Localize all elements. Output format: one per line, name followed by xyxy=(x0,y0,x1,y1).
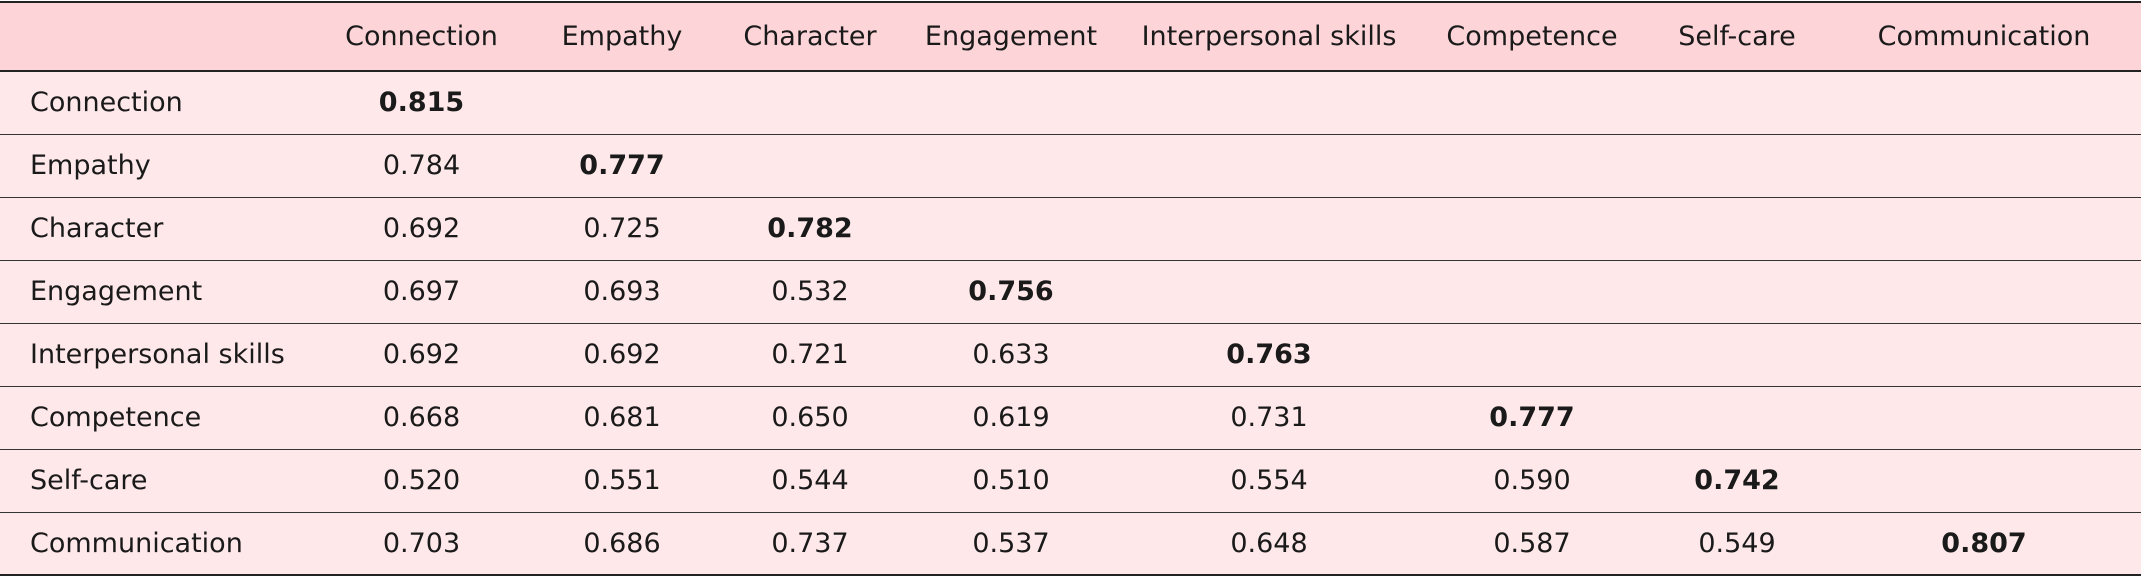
table-cell: 0.692 xyxy=(318,323,525,387)
table-cell xyxy=(719,71,901,135)
table-cell: 0.554 xyxy=(1121,449,1417,513)
table-row: Self-care 0.520 0.551 0.544 0.510 0.554 0.590 0… xyxy=(0,449,2141,513)
row-label: Character xyxy=(0,197,318,261)
table-cell: 0.693 xyxy=(525,260,719,324)
table-cell xyxy=(1827,323,2141,387)
table-cell xyxy=(1827,197,2141,261)
table-cell: 0.619 xyxy=(901,386,1121,450)
header-corner xyxy=(0,1,318,72)
table-cell xyxy=(1121,71,1417,135)
column-header-connection: Connection xyxy=(318,1,525,72)
table-cell xyxy=(1827,386,2141,450)
table-cell xyxy=(1121,197,1417,261)
diagonal-cell: 0.763 xyxy=(1121,323,1417,387)
table-row: Engagement 0.697 0.693 0.532 0.756 xyxy=(0,260,2141,324)
column-header-interpersonal-skills: Interpersonal skills xyxy=(1121,1,1417,72)
table-body: Connection 0.815 Empathy 0.784 0.777 Characte… xyxy=(0,71,2141,576)
table-cell: 0.549 xyxy=(1647,512,1827,576)
row-label: Self-care xyxy=(0,449,318,513)
table-row: Competence 0.668 0.681 0.650 0.619 0.731 0.777 xyxy=(0,386,2141,450)
table-cell: 0.648 xyxy=(1121,512,1417,576)
diagonal-cell: 0.777 xyxy=(525,134,719,198)
table-cell: 0.725 xyxy=(525,197,719,261)
table-row: Interpersonal skills 0.692 0.692 0.721 0.633… xyxy=(0,323,2141,387)
table-cell xyxy=(1647,71,1827,135)
diagonal-cell: 0.742 xyxy=(1647,449,1827,513)
table-cell xyxy=(901,71,1121,135)
table-cell xyxy=(1647,323,1827,387)
table-row: Connection 0.815 xyxy=(0,71,2141,135)
column-header-character: Character xyxy=(719,1,901,72)
table-cell xyxy=(1647,197,1827,261)
table-cell: 0.703 xyxy=(318,512,525,576)
table-cell: 0.510 xyxy=(901,449,1121,513)
column-header-competence: Competence xyxy=(1417,1,1647,72)
diagonal-cell: 0.807 xyxy=(1827,512,2141,576)
table-cell: 0.737 xyxy=(719,512,901,576)
diagonal-cell: 0.815 xyxy=(318,71,525,135)
diagonal-cell: 0.777 xyxy=(1417,386,1647,450)
row-label: Interpersonal skills xyxy=(0,323,318,387)
table-cell: 0.537 xyxy=(901,512,1121,576)
column-header-communication: Communication xyxy=(1827,1,2141,72)
table-header: Connection Empathy Character Engagement … xyxy=(0,1,2141,72)
table-cell xyxy=(719,134,901,198)
table-cell xyxy=(1647,260,1827,324)
row-label: Engagement xyxy=(0,260,318,324)
table-row: Empathy 0.784 0.777 xyxy=(0,134,2141,198)
table-cell: 0.520 xyxy=(318,449,525,513)
row-label: Competence xyxy=(0,386,318,450)
table-row: Communication 0.703 0.686 0.737 0.537 0.648 0.… xyxy=(0,512,2141,576)
header-row: Connection Empathy Character Engagement … xyxy=(0,1,2141,72)
diagonal-cell: 0.782 xyxy=(719,197,901,261)
table-cell: 0.551 xyxy=(525,449,719,513)
row-label: Communication xyxy=(0,512,318,576)
table-cell: 0.692 xyxy=(318,197,525,261)
row-label: Connection xyxy=(0,71,318,135)
table-cell: 0.721 xyxy=(719,323,901,387)
table-cell xyxy=(1827,134,2141,198)
table-cell xyxy=(1417,71,1647,135)
table-cell xyxy=(1827,449,2141,513)
table-cell xyxy=(525,71,719,135)
table-row: Character 0.692 0.725 0.782 xyxy=(0,197,2141,261)
column-header-empathy: Empathy xyxy=(525,1,719,72)
table-cell: 0.532 xyxy=(719,260,901,324)
column-header-self-care: Self-care xyxy=(1647,1,1827,72)
table-cell: 0.697 xyxy=(318,260,525,324)
table-cell: 0.650 xyxy=(719,386,901,450)
table-cell xyxy=(1647,386,1827,450)
table-cell xyxy=(1417,197,1647,261)
table-cell xyxy=(901,197,1121,261)
table-cell xyxy=(1417,260,1647,324)
column-header-engagement: Engagement xyxy=(901,1,1121,72)
table-cell: 0.633 xyxy=(901,323,1121,387)
table-cell xyxy=(1647,134,1827,198)
table-cell xyxy=(1827,71,2141,135)
table-cell: 0.731 xyxy=(1121,386,1417,450)
table-cell xyxy=(1417,323,1647,387)
table-cell: 0.784 xyxy=(318,134,525,198)
table-cell xyxy=(901,134,1121,198)
table-cell: 0.668 xyxy=(318,386,525,450)
table-cell: 0.590 xyxy=(1417,449,1647,513)
table-cell: 0.692 xyxy=(525,323,719,387)
table-cell xyxy=(1417,134,1647,198)
table-cell: 0.587 xyxy=(1417,512,1647,576)
table-cell xyxy=(1121,260,1417,324)
table-cell: 0.681 xyxy=(525,386,719,450)
table-cell xyxy=(1827,260,2141,324)
diagonal-cell: 0.756 xyxy=(901,260,1121,324)
table-cell xyxy=(1121,134,1417,198)
row-label: Empathy xyxy=(0,134,318,198)
table-cell: 0.544 xyxy=(719,449,901,513)
